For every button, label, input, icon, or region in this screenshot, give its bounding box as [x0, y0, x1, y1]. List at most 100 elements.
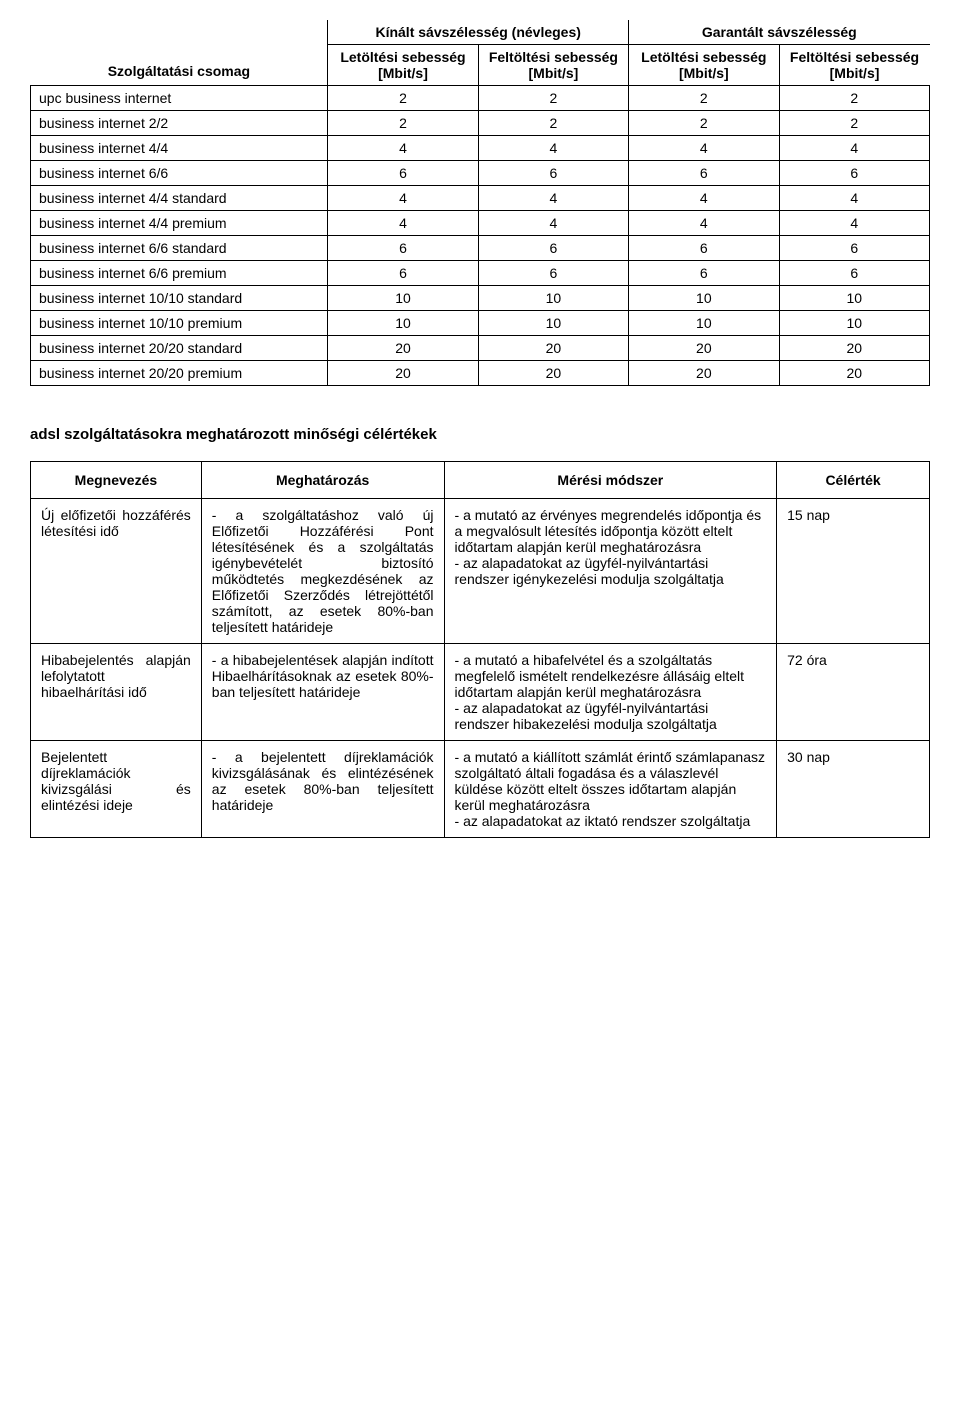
cell-package-name: business internet 10/10 premium: [31, 311, 328, 336]
cell-value: 20: [328, 336, 478, 361]
th-guaranteed-dl: Letöltési sebesség [Mbit/s]: [629, 45, 779, 86]
cell-package-name: business internet 6/6: [31, 161, 328, 186]
cell-value: 10: [779, 311, 929, 336]
cell-value: 6: [328, 236, 478, 261]
cell-value: 10: [629, 286, 779, 311]
table-row: business internet 10/10 premium10101010: [31, 311, 930, 336]
table-row: business internet 4/4 premium4444: [31, 211, 930, 236]
cell-value: 6: [328, 261, 478, 286]
cell-value: 2: [779, 86, 929, 111]
cell-value: 4: [478, 186, 628, 211]
th-offered-ul: Feltöltési sebesség [Mbit/s]: [478, 45, 628, 86]
cell-c3: - a mutató a kiállított számlát érintő s…: [444, 741, 777, 838]
cell-value: 6: [779, 261, 929, 286]
cell-package-name: business internet 6/6 standard: [31, 236, 328, 261]
cell-c4: 30 nap: [777, 741, 930, 838]
cell-value: 2: [629, 111, 779, 136]
th-offered-dl: Letöltési sebesség [Mbit/s]: [328, 45, 478, 86]
cell-value: 6: [629, 161, 779, 186]
cell-c4: 15 nap: [777, 499, 930, 644]
cell-value: 2: [328, 111, 478, 136]
quality-targets-table: Megnevezés Meghatározás Mérési módszer C…: [30, 461, 930, 838]
cell-c1: Új előfizetői hozzáférés létesítési idő: [31, 499, 202, 644]
cell-value: 6: [629, 261, 779, 286]
cell-package-name: upc business internet: [31, 86, 328, 111]
cell-value: 4: [328, 136, 478, 161]
cell-package-name: business internet 4/4: [31, 136, 328, 161]
table-row: business internet 20/20 premium20202020: [31, 361, 930, 386]
cell-value: 20: [629, 336, 779, 361]
cell-value: 4: [328, 211, 478, 236]
cell-value: 6: [478, 236, 628, 261]
cell-c3: - a mutató a hibafelvétel és a szolgálta…: [444, 644, 777, 741]
cell-value: 10: [478, 311, 628, 336]
cell-value: 4: [478, 211, 628, 236]
cell-value: 4: [629, 136, 779, 161]
cell-value: 10: [328, 311, 478, 336]
th-offered: Kínált sávszélesség (névleges): [328, 20, 629, 45]
cell-value: 2: [478, 111, 628, 136]
cell-value: 4: [328, 186, 478, 211]
cell-value: 4: [779, 211, 929, 236]
table-row: business internet 10/10 standard10101010: [31, 286, 930, 311]
table-row: business internet 20/20 standard20202020: [31, 336, 930, 361]
cell-c1: Hibabejelentés alapján lefolytatott hiba…: [31, 644, 202, 741]
cell-package-name: business internet 20/20 premium: [31, 361, 328, 386]
cell-package-name: business internet 4/4 standard: [31, 186, 328, 211]
th-guaranteed: Garantált sávszélesség: [629, 20, 930, 45]
cell-package-name: business internet 2/2: [31, 111, 328, 136]
cell-value: 4: [629, 186, 779, 211]
cell-value: 10: [478, 286, 628, 311]
th-name: Megnevezés: [31, 462, 202, 499]
cell-c4: 72 óra: [777, 644, 930, 741]
table-row: business internet 6/6 standard6666: [31, 236, 930, 261]
th-guaranteed-ul: Feltöltési sebesség [Mbit/s]: [779, 45, 929, 86]
cell-value: 20: [779, 336, 929, 361]
table-row: business internet 4/4 standard4444: [31, 186, 930, 211]
cell-value: 6: [478, 161, 628, 186]
table-row: upc business internet2222: [31, 86, 930, 111]
cell-package-name: business internet 20/20 standard: [31, 336, 328, 361]
cell-package-name: business internet 6/6 premium: [31, 261, 328, 286]
table-row: business internet 6/66666: [31, 161, 930, 186]
cell-c2: - a szolgáltatáshoz való új Előfizetői H…: [201, 499, 444, 644]
cell-value: 6: [629, 236, 779, 261]
cell-value: 2: [779, 111, 929, 136]
cell-value: 6: [478, 261, 628, 286]
cell-value: 20: [779, 361, 929, 386]
cell-value: 4: [629, 211, 779, 236]
cell-value: 2: [629, 86, 779, 111]
table-row: Új előfizetői hozzáférés létesítési idő-…: [31, 499, 930, 644]
cell-value: 20: [629, 361, 779, 386]
cell-value: 20: [328, 361, 478, 386]
cell-value: 6: [328, 161, 478, 186]
cell-package-name: business internet 10/10 standard: [31, 286, 328, 311]
table-row: Bejelentett díjreklamációk kivizsgálási …: [31, 741, 930, 838]
cell-value: 10: [779, 286, 929, 311]
th-definition: Meghatározás: [201, 462, 444, 499]
table-row: Hibabejelentés alapján lefolytatott hiba…: [31, 644, 930, 741]
cell-value: 10: [629, 311, 779, 336]
table-row: business internet 6/6 premium6666: [31, 261, 930, 286]
section-title: adsl szolgáltatásokra meghatározott minő…: [30, 426, 930, 443]
cell-value: 2: [478, 86, 628, 111]
cell-value: 6: [779, 161, 929, 186]
cell-package-name: business internet 4/4 premium: [31, 211, 328, 236]
th-method: Mérési módszer: [444, 462, 777, 499]
cell-value: 10: [328, 286, 478, 311]
table-row: business internet 2/22222: [31, 111, 930, 136]
cell-value: 6: [779, 236, 929, 261]
th-target: Célérték: [777, 462, 930, 499]
cell-c2: - a bejelentett díjreklamációk kivizsgál…: [201, 741, 444, 838]
bandwidth-table: Szolgáltatási csomag Kínált sávszélesség…: [30, 20, 930, 386]
th-package: Szolgáltatási csomag: [31, 20, 328, 86]
table-row: business internet 4/44444: [31, 136, 930, 161]
cell-value: 4: [478, 136, 628, 161]
cell-c1: Bejelentett díjreklamációk kivizsgálási …: [31, 741, 202, 838]
cell-value: 20: [478, 336, 628, 361]
cell-c3: - a mutató az érvényes megrendelés időpo…: [444, 499, 777, 644]
cell-value: 4: [779, 186, 929, 211]
cell-value: 4: [779, 136, 929, 161]
cell-c2: - a hibabejelentések alapján indított Hi…: [201, 644, 444, 741]
cell-value: 20: [478, 361, 628, 386]
